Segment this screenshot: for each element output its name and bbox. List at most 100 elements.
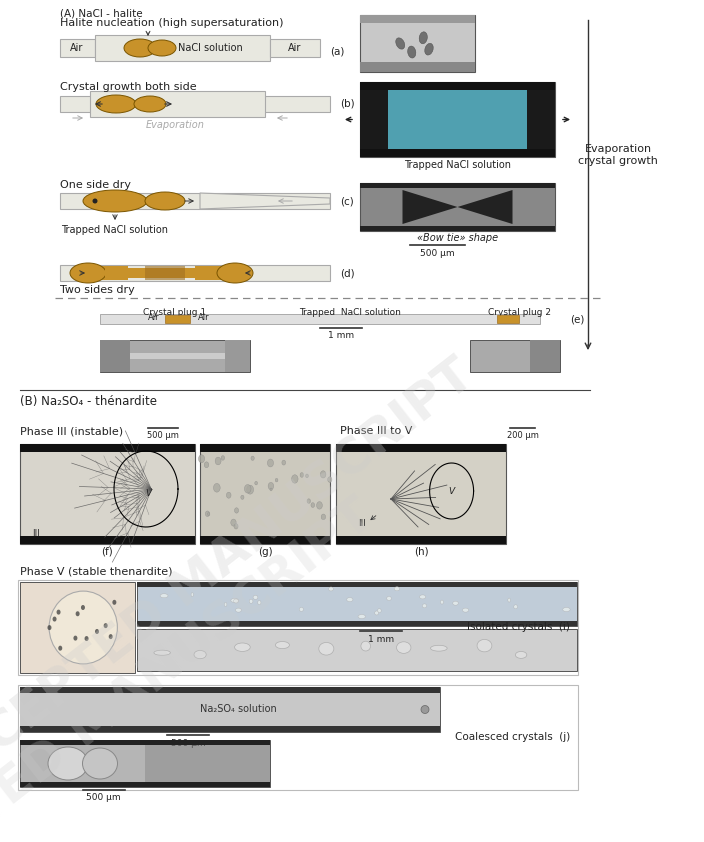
Bar (60, 96, 330, 112)
Text: 500 μm: 500 μm (420, 248, 455, 258)
Ellipse shape (291, 475, 298, 483)
Text: Phase V (stable thenardite): Phase V (stable thenardite) (20, 566, 172, 576)
Bar (20, 536, 195, 544)
Ellipse shape (48, 747, 88, 780)
Ellipse shape (408, 46, 416, 58)
Ellipse shape (191, 593, 194, 597)
Ellipse shape (320, 471, 326, 478)
Text: ACCEPTED MANUSCRIPT: ACCEPTED MANUSCRIPT (0, 491, 384, 842)
Bar (336, 444, 506, 452)
Bar (20, 444, 195, 452)
Text: One side dry: One side dry (60, 180, 131, 190)
Bar (360, 183, 555, 188)
Text: (e): (e) (570, 315, 584, 325)
Ellipse shape (514, 605, 517, 609)
Ellipse shape (317, 502, 322, 509)
Bar (200, 444, 330, 452)
Text: 500 μm: 500 μm (147, 431, 179, 440)
Bar (20, 782, 270, 787)
Ellipse shape (124, 39, 156, 57)
Bar (20, 444, 195, 544)
Bar (145, 266, 185, 280)
Ellipse shape (319, 642, 334, 655)
Ellipse shape (430, 645, 447, 651)
Ellipse shape (53, 616, 56, 621)
Ellipse shape (358, 615, 365, 619)
Bar (60, 193, 330, 209)
Bar (18, 685, 578, 790)
Text: Crystal plug 2: Crystal plug 2 (489, 308, 551, 317)
Ellipse shape (396, 38, 405, 49)
Ellipse shape (134, 96, 166, 112)
Ellipse shape (221, 456, 225, 461)
Ellipse shape (268, 482, 274, 490)
Text: (a): (a) (330, 46, 344, 56)
Text: (A) NaCl - halite: (A) NaCl - halite (60, 8, 143, 18)
Ellipse shape (231, 599, 239, 602)
Bar (100, 353, 250, 359)
Bar (388, 90, 527, 149)
Bar (105, 268, 225, 278)
Bar (20, 740, 270, 745)
Text: Na₂SO₄ solution: Na₂SO₄ solution (200, 705, 277, 715)
Ellipse shape (82, 748, 118, 779)
Ellipse shape (275, 642, 289, 648)
Bar (360, 82, 555, 90)
Bar (336, 444, 506, 544)
Ellipse shape (231, 519, 237, 526)
Ellipse shape (255, 482, 258, 485)
Ellipse shape (75, 611, 80, 616)
Ellipse shape (463, 608, 469, 612)
Ellipse shape (70, 263, 106, 283)
Ellipse shape (562, 608, 570, 611)
Bar (360, 15, 475, 23)
Polygon shape (200, 193, 330, 209)
Ellipse shape (321, 514, 325, 520)
Ellipse shape (217, 263, 253, 283)
Ellipse shape (311, 503, 315, 508)
Text: Isolated crystals  (i): Isolated crystals (i) (467, 622, 570, 632)
Ellipse shape (227, 493, 231, 498)
Ellipse shape (148, 40, 176, 56)
Bar (530, 340, 560, 372)
Text: Trapped NaCl solution: Trapped NaCl solution (61, 225, 168, 235)
Text: (h): (h) (414, 547, 428, 557)
Bar (137, 582, 577, 587)
Bar (60, 265, 330, 281)
Bar (527, 90, 555, 149)
Ellipse shape (83, 190, 147, 212)
Ellipse shape (234, 508, 239, 513)
Ellipse shape (377, 609, 382, 613)
Text: Air: Air (198, 313, 210, 322)
Bar (100, 340, 250, 372)
Ellipse shape (270, 488, 272, 491)
Text: Air: Air (149, 313, 160, 322)
Ellipse shape (508, 598, 510, 602)
Ellipse shape (145, 192, 185, 210)
Ellipse shape (215, 457, 221, 465)
Bar (18, 580, 578, 675)
Text: 500 μm: 500 μm (86, 793, 121, 802)
Ellipse shape (425, 43, 433, 55)
Bar (100, 314, 540, 324)
Text: III: III (358, 519, 366, 528)
Text: Evaporation: Evaporation (146, 120, 204, 130)
Ellipse shape (194, 651, 206, 658)
Bar (225, 340, 250, 372)
Bar (90, 91, 265, 117)
Text: Air: Air (289, 43, 302, 53)
Bar (470, 340, 560, 372)
Bar (336, 536, 506, 544)
Text: Halite nucleation (high supersaturation): Halite nucleation (high supersaturation) (60, 18, 284, 28)
Ellipse shape (92, 199, 97, 204)
Ellipse shape (275, 478, 278, 482)
Text: ACCEPTED MANUSCRIPT: ACCEPTED MANUSCRIPT (0, 351, 484, 809)
Text: III: III (32, 529, 40, 538)
Bar (360, 149, 555, 157)
Ellipse shape (225, 602, 227, 606)
Bar (20, 687, 440, 693)
Bar (60, 39, 95, 57)
Ellipse shape (420, 595, 426, 599)
Ellipse shape (113, 600, 116, 605)
Ellipse shape (394, 587, 400, 591)
